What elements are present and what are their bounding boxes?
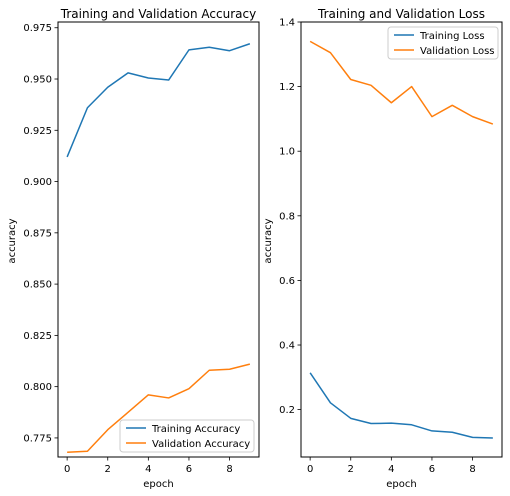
accuracy-x-tick-label: 6 <box>186 464 192 475</box>
loss-x-tick-label: 8 <box>469 464 475 475</box>
legend-label-training-loss: Training Loss <box>419 31 485 42</box>
loss-y-tick-label: 1.4 <box>279 18 295 29</box>
accuracy-x-tick-label: 4 <box>145 464 151 475</box>
accuracy-y-tick-label: 0.875 <box>23 228 52 239</box>
accuracy-x-ticks: 0 2 4 6 8 <box>64 457 233 475</box>
series-line-validation-accuracy <box>67 363 251 454</box>
series-line-validation-loss <box>309 40 494 125</box>
accuracy-y-tick-label: 0.800 <box>23 382 52 393</box>
accuracy-chart-title: Training and Validation Accuracy <box>60 7 256 21</box>
loss-plot-frame <box>300 21 503 458</box>
loss-x-tick-label: 6 <box>429 464 435 475</box>
accuracy-series-lines <box>66 43 251 454</box>
accuracy-x-tick-label: 0 <box>64 464 70 475</box>
accuracy-legend: Training Accuracy Validation Accuracy <box>119 419 255 453</box>
loss-x-axis-label: epoch <box>386 479 416 490</box>
loss-x-ticks: 0 2 4 6 8 <box>307 457 476 475</box>
accuracy-plot-frame <box>57 21 260 458</box>
loss-y-tick-label: 0.8 <box>279 211 295 222</box>
accuracy-chart-panel: Training and Validation Accuracy epoch a… <box>7 7 260 490</box>
loss-legend: Training Loss Validation Loss <box>387 26 499 60</box>
loss-series-lines <box>309 40 494 439</box>
legend-label-validation-loss: Validation Loss <box>420 46 495 57</box>
loss-y-axis-label: accuracy <box>263 218 274 263</box>
accuracy-y-tick-label: 0.925 <box>23 126 52 137</box>
loss-y-ticks: 0.2 0.4 0.6 0.8 1.0 1.2 1.4 <box>279 18 301 416</box>
accuracy-y-ticks: 0.775 0.800 0.825 0.850 0.875 0.900 0.925 0.950… <box>23 23 58 444</box>
loss-legend-box <box>387 26 499 60</box>
accuracy-y-tick-label: 0.975 <box>23 23 52 34</box>
loss-y-tick-label: 0.6 <box>279 276 295 287</box>
loss-y-tick-label: 0.4 <box>279 341 295 352</box>
legend-label-training-accuracy: Training Accuracy <box>151 424 240 435</box>
loss-x-tick-label: 4 <box>388 464 394 475</box>
legend-label-validation-accuracy: Validation Accuracy <box>152 439 250 450</box>
accuracy-y-tick-label: 0.825 <box>23 331 52 342</box>
loss-chart-title: Training and Validation Loss <box>317 7 485 21</box>
accuracy-legend-box <box>119 419 255 453</box>
loss-x-tick-label: 0 <box>307 464 313 475</box>
loss-chart-panel: Training and Validation Loss epoch accur… <box>263 7 503 490</box>
accuracy-x-axis-label: epoch <box>143 479 173 490</box>
accuracy-x-tick-label: 2 <box>105 464 111 475</box>
accuracy-y-axis-label: accuracy <box>7 218 18 263</box>
accuracy-y-tick-label: 0.775 <box>23 433 52 444</box>
loss-y-tick-label: 1.0 <box>279 147 295 158</box>
series-line-training-loss <box>309 372 493 439</box>
accuracy-x-tick-label: 8 <box>226 464 232 475</box>
accuracy-y-tick-label: 0.900 <box>23 177 52 188</box>
loss-x-tick-label: 2 <box>348 464 354 475</box>
loss-y-tick-label: 0.2 <box>279 405 295 416</box>
loss-y-tick-label: 1.2 <box>279 82 295 93</box>
accuracy-y-tick-label: 0.950 <box>23 75 52 86</box>
series-line-training-accuracy <box>66 43 251 158</box>
accuracy-y-tick-label: 0.850 <box>23 280 52 291</box>
